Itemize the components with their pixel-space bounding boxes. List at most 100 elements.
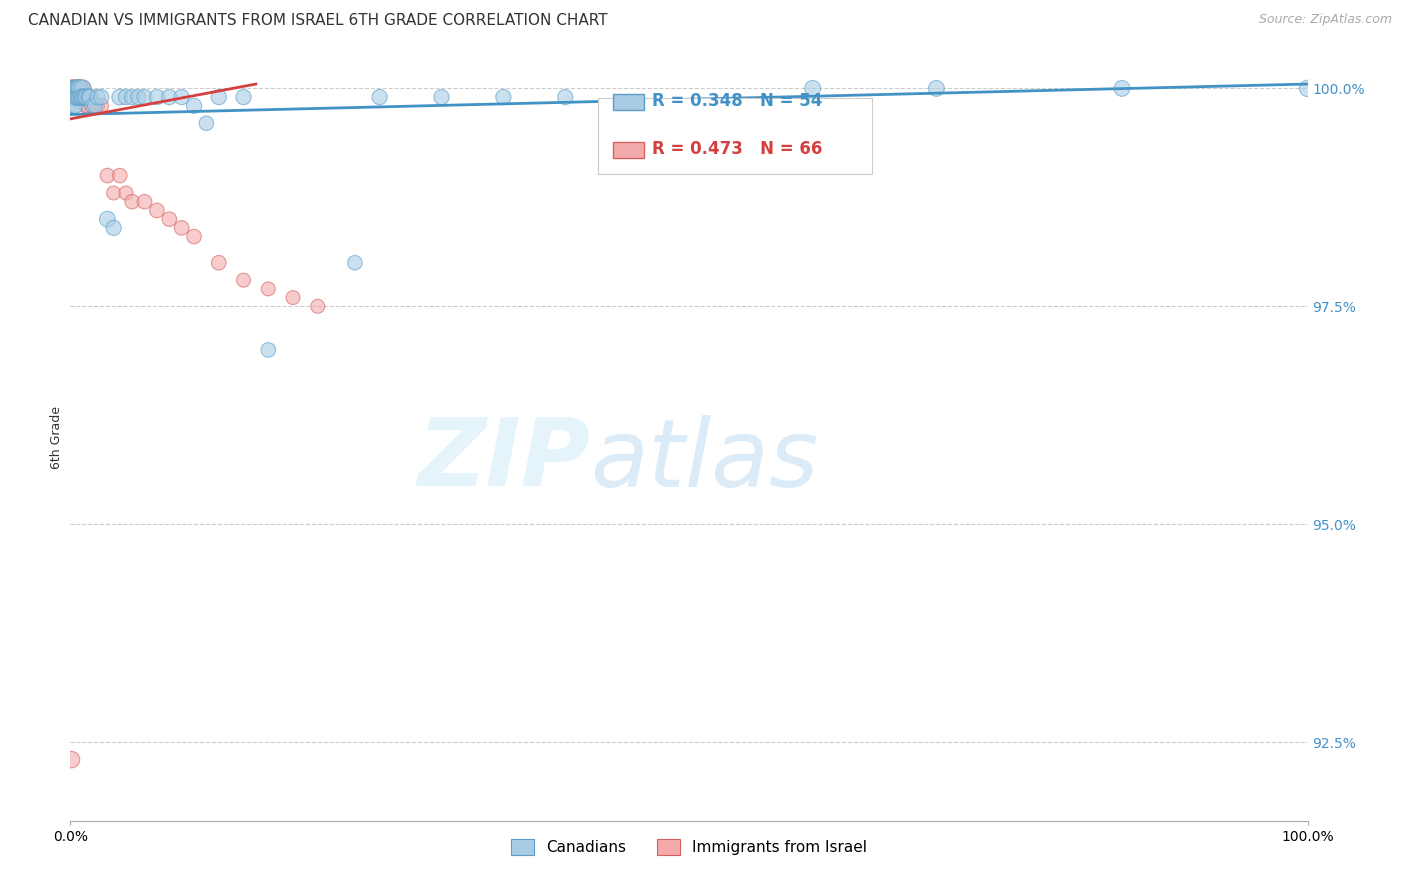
Point bbox=[232, 273, 254, 287]
Point bbox=[65, 90, 87, 104]
Point bbox=[69, 90, 91, 104]
Point bbox=[75, 99, 97, 113]
Point bbox=[146, 203, 169, 218]
Point bbox=[62, 90, 84, 104]
Point bbox=[63, 99, 86, 113]
Text: R = 0.473   N = 66: R = 0.473 N = 66 bbox=[652, 140, 823, 158]
Point bbox=[67, 81, 90, 95]
Point bbox=[72, 81, 94, 95]
Point bbox=[66, 90, 89, 104]
Point bbox=[157, 90, 180, 104]
Point bbox=[67, 90, 90, 104]
Point bbox=[65, 90, 87, 104]
Point bbox=[62, 81, 84, 95]
Point bbox=[257, 343, 280, 357]
Point bbox=[65, 99, 87, 113]
Point bbox=[60, 99, 83, 113]
Point bbox=[134, 194, 156, 209]
Text: ZIP: ZIP bbox=[418, 414, 591, 506]
Point bbox=[65, 90, 87, 104]
Point bbox=[63, 90, 86, 104]
Point bbox=[65, 81, 87, 95]
Point bbox=[60, 90, 83, 104]
Y-axis label: 6th Grade: 6th Grade bbox=[51, 406, 63, 468]
Point bbox=[70, 90, 93, 104]
Point bbox=[195, 116, 218, 130]
Text: Source: ZipAtlas.com: Source: ZipAtlas.com bbox=[1258, 13, 1392, 27]
Point bbox=[96, 169, 118, 183]
Point bbox=[79, 90, 101, 104]
Point bbox=[146, 90, 169, 104]
Point bbox=[66, 90, 89, 104]
Point bbox=[59, 90, 82, 104]
Point bbox=[86, 99, 108, 113]
Point bbox=[72, 90, 94, 104]
Text: atlas: atlas bbox=[591, 415, 818, 506]
Point bbox=[75, 90, 97, 104]
Point bbox=[77, 90, 100, 104]
Point bbox=[232, 90, 254, 104]
Point bbox=[60, 90, 83, 104]
Point bbox=[134, 90, 156, 104]
Point bbox=[59, 81, 82, 95]
Point bbox=[60, 81, 83, 95]
Text: R = 0.348   N = 54: R = 0.348 N = 54 bbox=[652, 92, 823, 110]
Point bbox=[343, 256, 366, 270]
Point bbox=[62, 81, 84, 95]
Point bbox=[157, 212, 180, 227]
Point bbox=[62, 81, 84, 95]
Point bbox=[59, 90, 82, 104]
Point bbox=[62, 90, 84, 104]
Point bbox=[79, 90, 101, 104]
Point bbox=[76, 99, 98, 113]
Point bbox=[59, 81, 82, 95]
Point bbox=[75, 90, 97, 104]
Point bbox=[90, 99, 112, 113]
Point bbox=[59, 90, 82, 104]
Point bbox=[103, 186, 125, 200]
Point bbox=[96, 212, 118, 227]
Point bbox=[59, 81, 82, 95]
Point bbox=[60, 90, 83, 104]
Point bbox=[1296, 81, 1319, 95]
Point bbox=[75, 90, 97, 104]
Point bbox=[73, 90, 96, 104]
Point bbox=[69, 81, 91, 95]
Point bbox=[115, 186, 138, 200]
Point bbox=[59, 90, 82, 104]
Point bbox=[183, 229, 205, 244]
Point bbox=[430, 90, 453, 104]
Point bbox=[72, 90, 94, 104]
Point bbox=[60, 81, 83, 95]
Point bbox=[60, 90, 83, 104]
Point bbox=[59, 81, 82, 95]
Point bbox=[183, 99, 205, 113]
Point bbox=[63, 90, 86, 104]
Point bbox=[554, 90, 576, 104]
Point bbox=[65, 81, 87, 95]
Point bbox=[86, 90, 108, 104]
Point bbox=[72, 81, 94, 95]
Point bbox=[208, 90, 231, 104]
Text: CANADIAN VS IMMIGRANTS FROM ISRAEL 6TH GRADE CORRELATION CHART: CANADIAN VS IMMIGRANTS FROM ISRAEL 6TH G… bbox=[28, 13, 607, 29]
Point bbox=[82, 99, 104, 113]
Point bbox=[65, 90, 87, 104]
Point bbox=[121, 194, 143, 209]
Point bbox=[257, 282, 280, 296]
Point bbox=[63, 90, 86, 104]
Point bbox=[69, 90, 91, 104]
Point bbox=[801, 81, 824, 95]
Point bbox=[60, 90, 83, 104]
Point bbox=[65, 81, 87, 95]
Point bbox=[59, 81, 82, 95]
Point bbox=[90, 90, 112, 104]
Legend: Canadians, Immigrants from Israel: Canadians, Immigrants from Israel bbox=[510, 839, 868, 855]
Point bbox=[121, 90, 143, 104]
Point bbox=[60, 753, 83, 767]
Point bbox=[59, 81, 82, 95]
Point bbox=[62, 90, 84, 104]
Point bbox=[59, 81, 82, 95]
Point bbox=[70, 90, 93, 104]
Point bbox=[1111, 81, 1133, 95]
Point bbox=[170, 90, 193, 104]
